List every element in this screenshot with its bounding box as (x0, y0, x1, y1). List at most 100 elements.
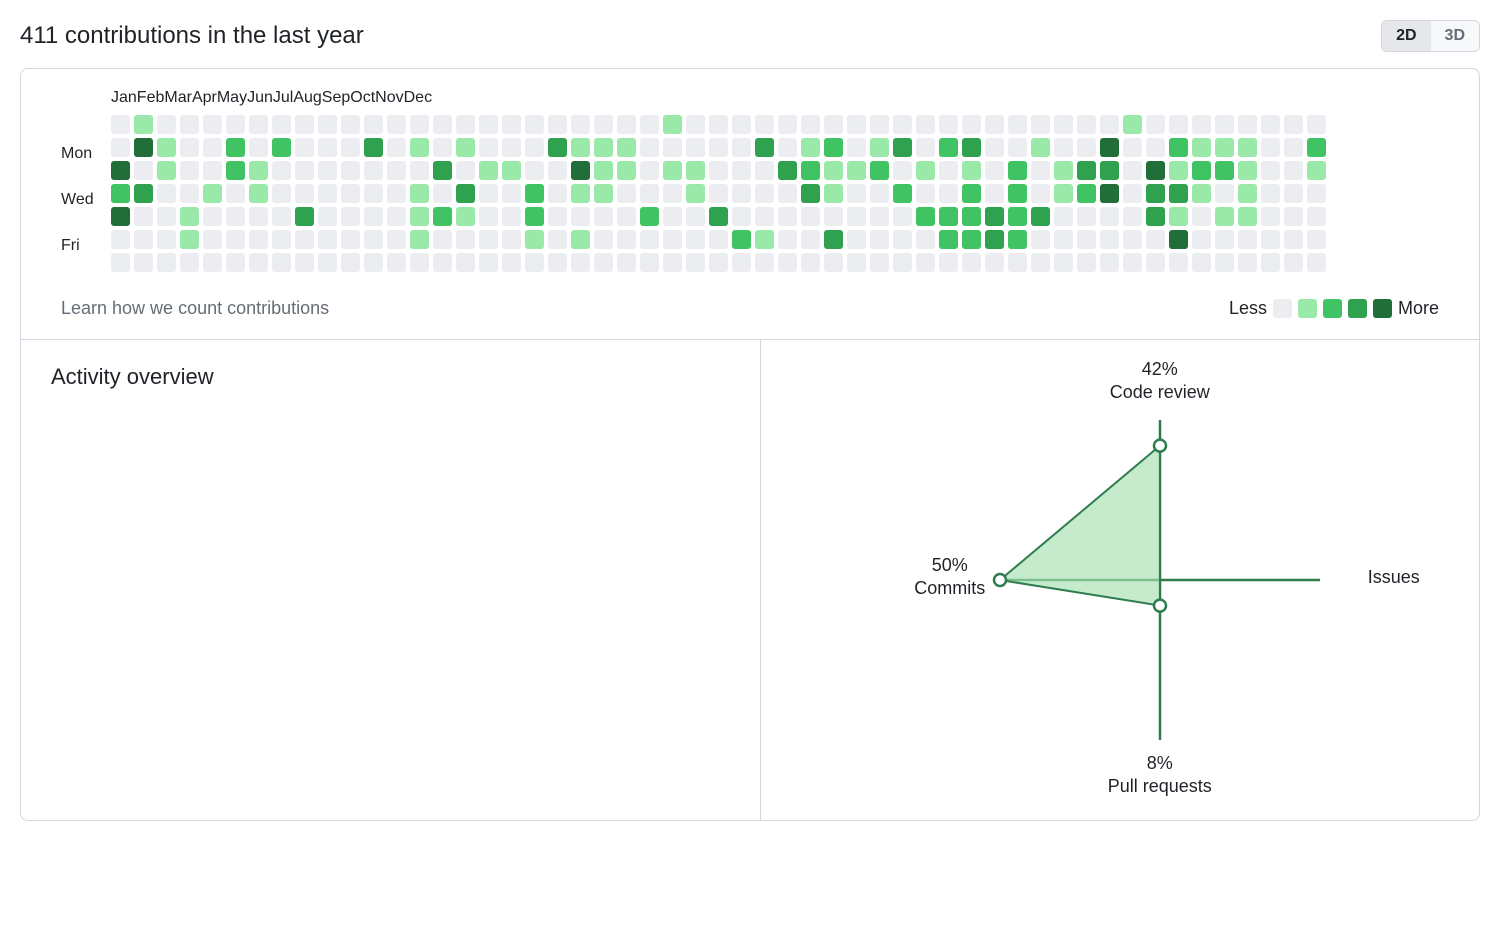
contribution-cell[interactable] (640, 253, 659, 272)
contribution-cell[interactable] (318, 184, 337, 203)
contribution-cell[interactable] (778, 138, 797, 157)
contribution-cell[interactable] (939, 161, 958, 180)
contribution-cell[interactable] (318, 138, 337, 157)
contribution-cell[interactable] (1192, 230, 1211, 249)
contribution-cell[interactable] (456, 161, 475, 180)
contribution-cell[interactable] (433, 138, 452, 157)
contribution-cell[interactable] (1146, 138, 1165, 157)
contribution-cell[interactable] (778, 115, 797, 134)
contribution-cell[interactable] (847, 230, 866, 249)
contribution-cell[interactable] (778, 207, 797, 226)
contribution-cell[interactable] (525, 207, 544, 226)
contribution-cell[interactable] (433, 253, 452, 272)
contribution-cell[interactable] (410, 207, 429, 226)
contribution-cell[interactable] (1077, 184, 1096, 203)
contribution-cell[interactable] (1008, 184, 1027, 203)
contribution-cell[interactable] (686, 253, 705, 272)
contribution-cell[interactable] (824, 138, 843, 157)
contribution-cell[interactable] (1307, 207, 1326, 226)
contribution-cell[interactable] (1261, 207, 1280, 226)
contribution-cell[interactable] (847, 138, 866, 157)
contribution-cell[interactable] (962, 207, 981, 226)
contribution-cell[interactable] (1192, 253, 1211, 272)
contribution-cell[interactable] (1238, 115, 1257, 134)
contribution-cell[interactable] (1100, 207, 1119, 226)
contribution-cell[interactable] (1238, 138, 1257, 157)
contribution-cell[interactable] (456, 207, 475, 226)
contribution-cell[interactable] (502, 230, 521, 249)
contribution-cell[interactable] (249, 115, 268, 134)
contribution-cell[interactable] (1008, 253, 1027, 272)
contribution-cell[interactable] (571, 161, 590, 180)
contribution-cell[interactable] (594, 184, 613, 203)
contribution-cell[interactable] (985, 230, 1004, 249)
contribution-cell[interactable] (134, 184, 153, 203)
contribution-cell[interactable] (1031, 138, 1050, 157)
contribution-cell[interactable] (1284, 184, 1303, 203)
contribution-cell[interactable] (1077, 207, 1096, 226)
contribution-cell[interactable] (1146, 253, 1165, 272)
contribution-cell[interactable] (1192, 161, 1211, 180)
contribution-cell[interactable] (1054, 253, 1073, 272)
contribution-cell[interactable] (479, 253, 498, 272)
contribution-cell[interactable] (180, 138, 199, 157)
contribution-cell[interactable] (1123, 230, 1142, 249)
contribution-cell[interactable] (1261, 138, 1280, 157)
contribution-cell[interactable] (709, 138, 728, 157)
contribution-cell[interactable] (1146, 161, 1165, 180)
contribution-cell[interactable] (962, 230, 981, 249)
contribution-cell[interactable] (249, 184, 268, 203)
contribution-cell[interactable] (1146, 184, 1165, 203)
contribution-cell[interactable] (571, 138, 590, 157)
contribution-cell[interactable] (1169, 184, 1188, 203)
contribution-cell[interactable] (548, 230, 567, 249)
contribution-cell[interactable] (755, 115, 774, 134)
contribution-cell[interactable] (1238, 207, 1257, 226)
contribution-cell[interactable] (364, 184, 383, 203)
contribution-cell[interactable] (433, 184, 452, 203)
contribution-cell[interactable] (1031, 253, 1050, 272)
contribution-cell[interactable] (1307, 115, 1326, 134)
contribution-cell[interactable] (778, 230, 797, 249)
contribution-cell[interactable] (617, 161, 636, 180)
contribution-cell[interactable] (1307, 253, 1326, 272)
contribution-cell[interactable] (249, 207, 268, 226)
contribution-cell[interactable] (732, 161, 751, 180)
contribution-cell[interactable] (548, 207, 567, 226)
contribution-cell[interactable] (663, 138, 682, 157)
contribution-cell[interactable] (801, 161, 820, 180)
contribution-cell[interactable] (1215, 253, 1234, 272)
contribution-cell[interactable] (1215, 230, 1234, 249)
contribution-cell[interactable] (617, 253, 636, 272)
contribution-cell[interactable] (709, 207, 728, 226)
contribution-cell[interactable] (916, 253, 935, 272)
contribution-cell[interactable] (180, 230, 199, 249)
contribution-cell[interactable] (502, 253, 521, 272)
contribution-cell[interactable] (893, 184, 912, 203)
contribution-cell[interactable] (893, 207, 912, 226)
contribution-cell[interactable] (548, 115, 567, 134)
contribution-cell[interactable] (249, 253, 268, 272)
contribution-cell[interactable] (916, 230, 935, 249)
contribution-cell[interactable] (410, 184, 429, 203)
contribution-cell[interactable] (1284, 207, 1303, 226)
contribution-cell[interactable] (594, 161, 613, 180)
contribution-cell[interactable] (272, 184, 291, 203)
contribution-cell[interactable] (870, 138, 889, 157)
contribution-cell[interactable] (847, 253, 866, 272)
contribution-cell[interactable] (1100, 184, 1119, 203)
contribution-cell[interactable] (525, 115, 544, 134)
contribution-cell[interactable] (479, 184, 498, 203)
contribution-cell[interactable] (226, 184, 245, 203)
contribution-cell[interactable] (1100, 138, 1119, 157)
contribution-cell[interactable] (778, 253, 797, 272)
contribution-cell[interactable] (1307, 138, 1326, 157)
contribution-cell[interactable] (1031, 161, 1050, 180)
contribution-cell[interactable] (134, 207, 153, 226)
contribution-cell[interactable] (456, 184, 475, 203)
contribution-cell[interactable] (203, 161, 222, 180)
contribution-cell[interactable] (1192, 184, 1211, 203)
contribution-cell[interactable] (157, 184, 176, 203)
contribution-cell[interactable] (295, 115, 314, 134)
contribution-cell[interactable] (203, 115, 222, 134)
